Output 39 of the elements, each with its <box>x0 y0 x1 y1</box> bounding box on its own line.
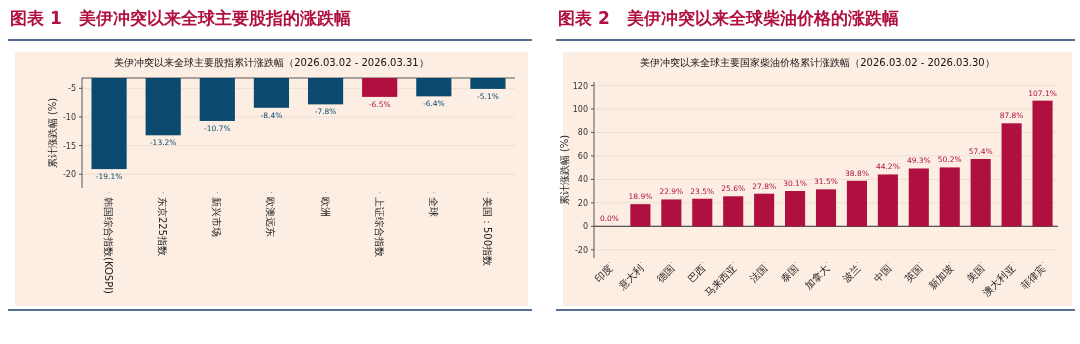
x-tick-label: 欧洲 <box>319 197 331 217</box>
x-tick-label: 加拿大 <box>802 262 832 292</box>
x-tick-label: 欧澳远东 <box>265 197 277 237</box>
chart-title: 图表 1 美伊冲突以来全球主要股指的涨跌幅 <box>10 8 351 28</box>
x-tick-label: 美国：500指数 <box>481 197 493 267</box>
x-tick-label: 巴西 <box>685 262 708 285</box>
x-tick-label: 泰国 <box>778 262 801 285</box>
y-tick-label: 40 <box>577 175 588 185</box>
y-axis-title: 累计涨跌幅 (%) <box>559 134 570 206</box>
y-tick-label: 80 <box>577 128 588 138</box>
y-tick-label: -20 <box>574 245 588 255</box>
x-tick-label: 意大利 <box>616 262 646 293</box>
x-tick-label: 美国 <box>964 262 987 285</box>
x-tick-label: 东京225指数 <box>157 197 169 257</box>
x-tick-label: 菲律宾 <box>1018 262 1048 292</box>
x-tick-label: 新加坡 <box>926 262 956 292</box>
x-tick-label: 上证综合指数 <box>373 197 385 257</box>
chart-subtitle: 美伊冲突以来全球主要国家柴油价格累计涨跌幅（2026.03.02 - 2026.03.30） <box>640 57 995 68</box>
y-tick-label: -20 <box>62 170 76 180</box>
x-tick-label: 波兰 <box>840 262 863 285</box>
y-tick-label: 60 <box>577 151 588 161</box>
y-tick-label: 100 <box>572 104 588 114</box>
x-tick-label: 英国 <box>902 262 925 285</box>
x-tick-label: 全球 <box>427 197 439 217</box>
y-tick-label: 0 <box>582 222 588 232</box>
x-tick-label: 德国 <box>654 262 677 285</box>
x-tick-label: 韩国综合指数(KOSPI) <box>103 197 115 295</box>
y-tick-label: 120 <box>572 81 588 91</box>
y-tick-label: -15 <box>62 141 76 151</box>
x-tick-label: 法国 <box>747 262 770 285</box>
chart-title: 图表 2 美伊冲突以来全球柴油价格的涨跌幅 <box>558 8 899 28</box>
y-tick-label: -5 <box>68 84 76 94</box>
y-tick-label: 20 <box>577 198 588 208</box>
x-tick-label: 新兴市场 <box>211 197 223 237</box>
x-tick-label: 印度 <box>592 262 615 285</box>
y-axis-title: 累计涨跌幅 (%) <box>47 97 58 169</box>
chart-subtitle: 美伊冲突以来全球主要股指累计涨跌幅（2026.03.02 - 2026.03.31） <box>114 57 429 68</box>
y-tick-label: -10 <box>62 112 76 122</box>
x-tick-label: 中国 <box>871 262 894 285</box>
